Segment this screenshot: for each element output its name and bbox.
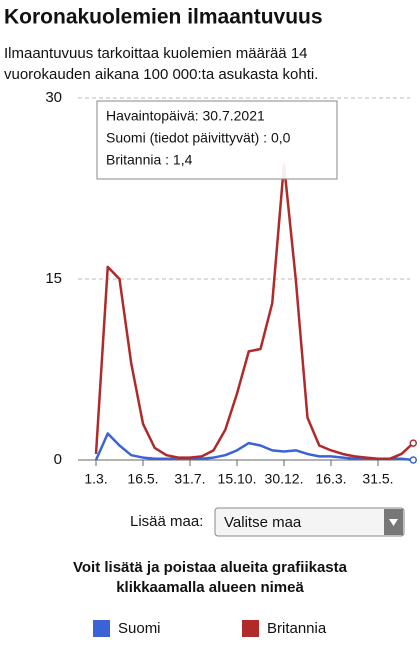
legend-label[interactable]: Britannia — [267, 620, 327, 637]
y-tick-label: 15 — [45, 270, 62, 287]
x-tick-label: 31.7. — [174, 471, 205, 487]
select[interactable] — [214, 507, 405, 537]
title: Koronakuolemien ilmaantuvuus — [4, 6, 323, 29]
y-tick-label: 30 — [45, 89, 62, 106]
x-tick-label: 31.5. — [362, 471, 393, 487]
end-point — [409, 456, 417, 464]
x-tick-label: 16.5. — [127, 471, 158, 487]
select-arrow — [389, 519, 398, 526]
legend-label[interactable]: Suomi — [118, 620, 161, 637]
y-tick-label: 0 — [54, 451, 62, 468]
x-tick-label: 15.10. — [218, 471, 257, 487]
instruction: Voit lisätä ja poistaa alueita grafiikas… — [73, 559, 348, 576]
series-line — [94, 163, 415, 461]
end-point — [409, 439, 417, 447]
tooltip-row: Britannia : 1,4 — [106, 152, 193, 168]
legend-swatch[interactable] — [242, 620, 259, 637]
subtitle: vuorokauden aikana 100 000:ta asukasta k… — [4, 66, 318, 83]
subtitle: Ilmaantuvuus tarkoittaa kuolemien määrää… — [4, 45, 308, 62]
tooltip-title: Havaintopäivä: 30.7.2021 — [106, 108, 265, 124]
x-tick-label: 1.3. — [84, 471, 107, 487]
series-line — [94, 432, 414, 462]
x-tick-label: 16.3. — [315, 471, 346, 487]
legend-swatch[interactable] — [93, 620, 110, 637]
x-tick-label: 30.12. — [265, 471, 304, 487]
add-label: Lisää maa: — [130, 513, 203, 530]
select-text: Valitse maa — [224, 514, 302, 531]
tooltip — [96, 100, 338, 180]
instruction: klikkaamalla alueen nimeä — [116, 579, 304, 596]
tooltip-row: Suomi (tiedot päivittyvät) : 0,0 — [106, 130, 291, 146]
